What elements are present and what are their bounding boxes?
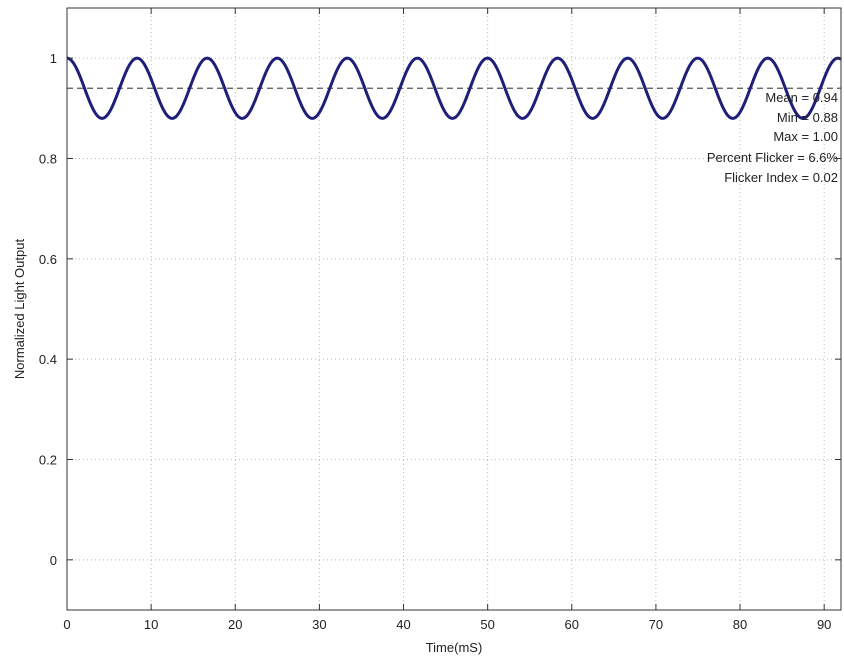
annotation-min: Min = 0.88: [777, 110, 838, 125]
x-tick-label: 20: [228, 617, 242, 632]
x-tick-label: 30: [312, 617, 326, 632]
x-tick-label: 90: [817, 617, 831, 632]
x-tick-label: 70: [649, 617, 663, 632]
x-axis-label: Time(mS): [426, 640, 483, 655]
y-tick-label: 1: [50, 51, 57, 66]
y-tick-label: 0.2: [39, 453, 57, 468]
x-tick-label: 40: [396, 617, 410, 632]
plot-background: [67, 8, 841, 610]
annotation-flicker-index: Flicker Index = 0.02: [724, 170, 838, 185]
x-tick-label: 50: [480, 617, 494, 632]
grid: [67, 8, 841, 610]
y-tick-label: 0.8: [39, 152, 57, 167]
x-tick-label: 0: [63, 617, 70, 632]
annotation-mean: Mean = 0.94: [765, 90, 838, 105]
y-tick-label: 0: [50, 553, 57, 568]
x-tick-label: 10: [144, 617, 158, 632]
ticks: 0 10 20 30 40 50 60 70 80 90 0 0.2 0.4 0.6 0.8 1: [39, 8, 841, 632]
light-output-line: [66, 56, 842, 120]
x-tick-label: 60: [565, 617, 579, 632]
y-tick-label: 0.6: [39, 252, 57, 267]
stats-annotations: Mean = 0.94 Min = 0.88 Max = 1.00 Percen…: [707, 90, 839, 185]
y-axis-label: Normalized Light Output: [12, 239, 27, 380]
y-tick-label: 0.4: [39, 352, 57, 367]
annotation-max: Max = 1.00: [773, 129, 838, 144]
series-layer: [66, 56, 842, 120]
x-tick-label: 80: [733, 617, 747, 632]
plot-frame: [66, 7, 842, 611]
annotation-percent-flicker: Percent Flicker = 6.6%: [707, 150, 839, 165]
